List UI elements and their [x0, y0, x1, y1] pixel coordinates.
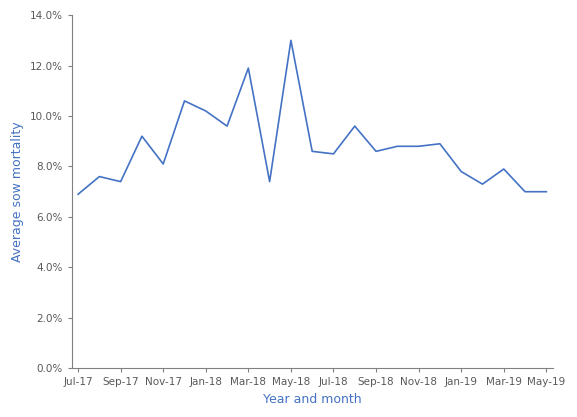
Y-axis label: Average sow mortality: Average sow mortality: [11, 121, 24, 262]
X-axis label: Year and month: Year and month: [263, 393, 362, 406]
